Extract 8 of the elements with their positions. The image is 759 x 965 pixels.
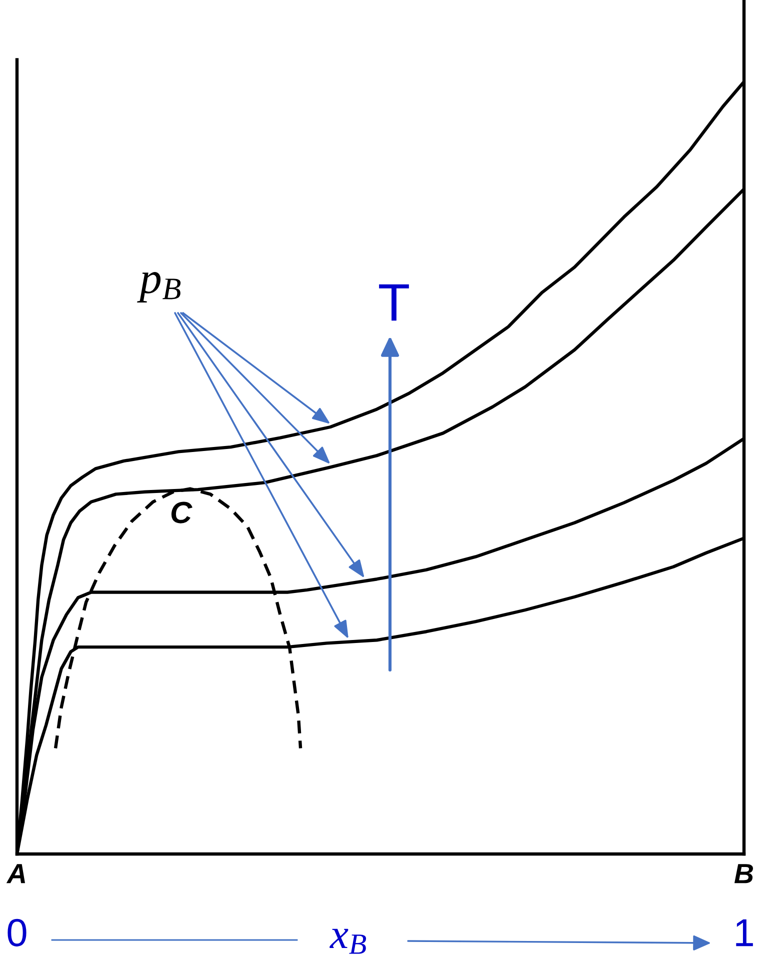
annotation: T xyxy=(379,284,409,321)
annotation: p$_{B}$ xyxy=(137,272,181,302)
x-tick-label: 0 xyxy=(8,918,26,946)
text: A xyxy=(6,864,26,884)
x-tick-label: 1 xyxy=(736,919,753,946)
annotation: C xyxy=(171,502,192,524)
x-axis-title: x$_{B}$ xyxy=(330,928,366,954)
text: B xyxy=(734,864,753,884)
